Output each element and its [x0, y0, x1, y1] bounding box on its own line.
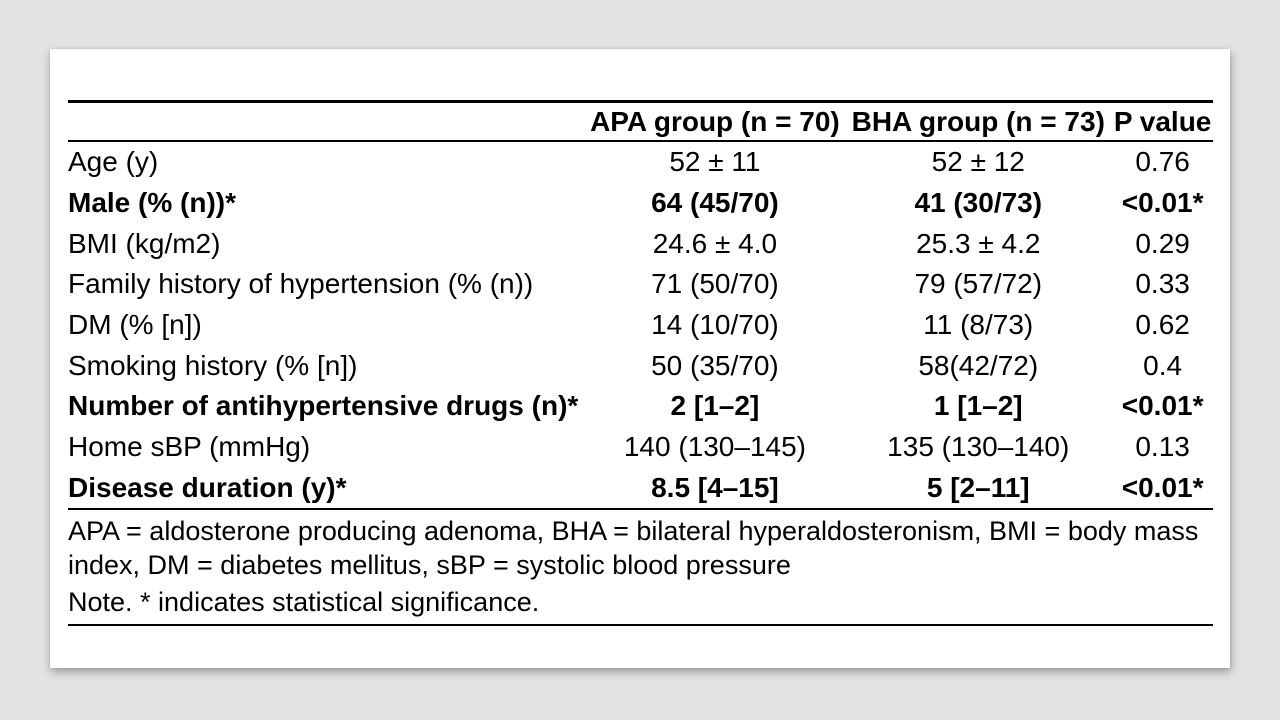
cell-p-value: 0.13 [1135, 431, 1190, 463]
cell-apa: 24.6 ± 4.0 [652, 227, 778, 259]
cell-p-value: 0.29 [1135, 227, 1190, 259]
row-label: Home sBP (mmHg) [68, 431, 311, 463]
table-container: APA group (n = 70) BHA group (n = 73) P … [68, 100, 1213, 627]
cell-apa: 14 (10/70) [651, 309, 779, 341]
cell-apa: 71 (50/70) [651, 268, 779, 300]
cell-p-value: 0.62 [1135, 309, 1190, 341]
row-label: Family history of hypertension (% (n)) [68, 268, 534, 300]
cell-apa: 140 (130–145) [623, 431, 806, 463]
cell-apa: 50 (35/70) [651, 349, 779, 381]
cell-bha: 79 (57/72) [914, 268, 1043, 300]
cell-bha: 25.3 ± 4.2 [916, 227, 1041, 259]
abbreviations-footnote-line-2: index, DM = diabetes mellitus, sBP = sys… [68, 550, 791, 581]
cell-bha: 1 [1–2] [933, 390, 1023, 422]
table-row-smoking: Smoking history (% [n]) 50 (35/70) 58(42… [68, 345, 1213, 386]
empty-header-cell [68, 101, 586, 142]
cell-bha: 58(42/72) [918, 349, 1039, 381]
table-footer: APA = aldosterone producing adenoma, BHA… [68, 510, 1213, 627]
row-label: Age (y) [68, 146, 159, 178]
column-header-apa: APA group (n = 70) [585, 101, 845, 142]
column-header-bha: BHA group (n = 73) [844, 101, 1113, 142]
cell-p-value: <0.01* [1121, 471, 1204, 503]
column-header-p-value: P value [1112, 101, 1213, 142]
cell-apa: 8.5 [4–15] [651, 471, 779, 503]
row-label: DM (% [n]) [68, 309, 202, 341]
table-row-male: Male (% (n))* 64 (45/70) 41 (30/73) <0.0… [68, 183, 1213, 224]
row-label: Smoking history (% [n]) [68, 349, 358, 381]
cell-apa: 64 (45/70) [651, 187, 779, 219]
row-label: Disease duration (y)* [68, 471, 347, 503]
cell-p-value: 0.76 [1135, 146, 1190, 178]
cell-bha: 11 (8/73) [923, 309, 1034, 341]
significance-note: Note. * indicates statistical significan… [68, 587, 540, 618]
table-row-bmi: BMI (kg/m2) 24.6 ± 4.0 25.3 ± 4.2 0.29 [68, 223, 1213, 264]
baseline-characteristics-table: APA group (n = 70) BHA group (n = 73) P … [68, 100, 1213, 511]
row-label: Male (% (n))* [68, 187, 236, 219]
cell-p-value: 0.33 [1135, 268, 1190, 300]
table-row-age: Age (y) 52 ± 11 52 ± 12 0.76 [68, 141, 1213, 183]
abbreviations-footnote-line-1: APA = aldosterone producing adenoma, BHA… [68, 516, 1199, 547]
cell-apa: 52 ± 11 [669, 146, 761, 178]
row-label: BMI (kg/m2) [68, 227, 221, 259]
table-header-row: APA group (n = 70) BHA group (n = 73) P … [68, 101, 1213, 142]
slide: APA group (n = 70) BHA group (n = 73) P … [50, 49, 1230, 668]
table-row-disease-duration: Disease duration (y)* 8.5 [4–15] 5 [2–11… [68, 468, 1213, 510]
table-row-dm: DM (% [n]) 14 (10/70) 11 (8/73) 0.62 [68, 305, 1213, 346]
cell-p-value: <0.01* [1121, 390, 1204, 422]
cell-bha: 135 (130–140) [887, 431, 1070, 463]
table-row-antihypertensive-drugs: Number of antihypertensive drugs (n)* 2 … [68, 386, 1213, 427]
cell-p-value: 0.4 [1143, 349, 1183, 381]
cell-apa: 2 [1–2] [670, 390, 760, 422]
cell-p-value: <0.01* [1121, 187, 1204, 219]
cell-bha: 52 ± 12 [931, 146, 1025, 178]
table-row-home-sbp: Home sBP (mmHg) 140 (130–145) 135 (130–1… [68, 427, 1213, 468]
table-row-family-history: Family history of hypertension (% (n)) 7… [68, 264, 1213, 305]
cell-bha: 41 (30/73) [914, 187, 1043, 219]
cell-bha: 5 [2–11] [926, 471, 1030, 503]
row-label: Number of antihypertensive drugs (n)* [68, 390, 579, 422]
